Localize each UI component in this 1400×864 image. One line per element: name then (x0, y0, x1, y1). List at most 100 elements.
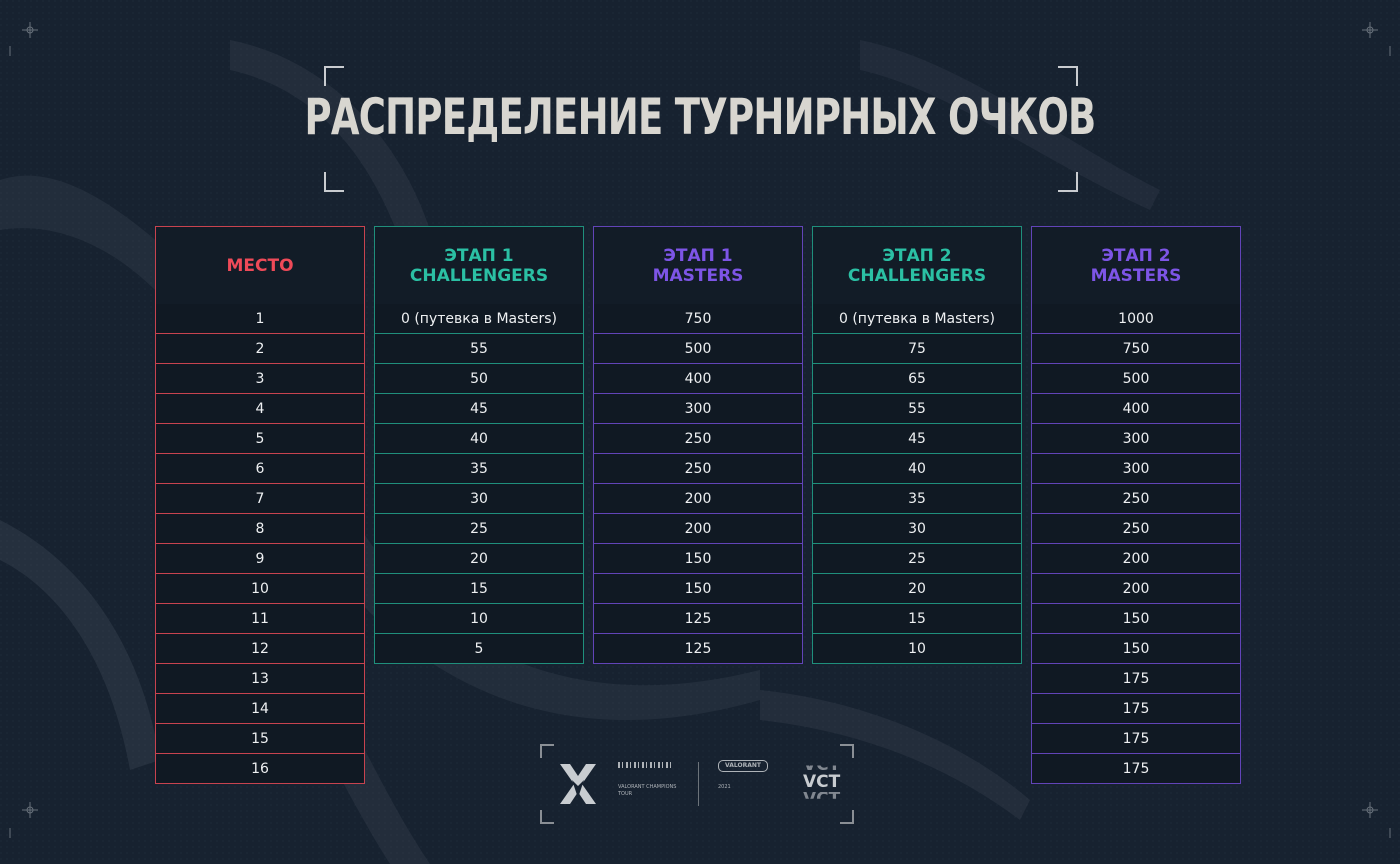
table-cell: 500 (1031, 364, 1241, 394)
table-cell: 750 (593, 304, 803, 334)
table-cell: 20 (374, 544, 584, 574)
table-cell: 20 (812, 574, 1022, 604)
table-cell: 125 (593, 604, 803, 634)
table-cell: 200 (1031, 574, 1241, 604)
table-cell: 40 (812, 454, 1022, 484)
page-title: РАСПРЕДЕЛЕНИЕ ТУРНИРНЫХ ОЧКОВ (304, 88, 1096, 146)
table-cell: 15 (374, 574, 584, 604)
place-column: МЕСТО 1 2 3 4 5 6 7 8 9 10 11 12 13 14 1… (155, 226, 365, 784)
stage1-masters-column: ЭТАП 1 MASTERS 750 500 400 300 250 250 2… (593, 226, 803, 664)
table-cell: 250 (1031, 514, 1241, 544)
table-cell: 8 (155, 514, 365, 544)
valorant-label: VALORANT (725, 762, 761, 769)
column-header-line2: MASTERS (652, 265, 744, 286)
table-cell: 0 (путевка в Masters) (374, 304, 584, 334)
column-header-line2: CHALLENGERS (847, 265, 987, 286)
table-cell: 7 (155, 484, 365, 514)
stage2-challengers-column: ЭТАП 2 CHALLENGERS 0 (путевка в Masters)… (812, 226, 1022, 664)
column-header: ЭТАП 2 CHALLENGERS (812, 226, 1022, 304)
valorant-badge: VALORANT (718, 760, 768, 772)
table-cell: 11 (155, 604, 365, 634)
table-cell: 2 (155, 334, 365, 364)
table-cell: 12 (155, 634, 365, 664)
table-cell: 55 (812, 394, 1022, 424)
table-cell: 0 (путевка в Masters) (812, 304, 1022, 334)
table-cell: 400 (593, 364, 803, 394)
table-cell: 35 (374, 454, 584, 484)
table-cell: 9 (155, 544, 365, 574)
table-cell: 250 (1031, 484, 1241, 514)
table-cell: 175 (1031, 724, 1241, 754)
logo-frame-corner (840, 744, 854, 758)
table-cell: 400 (1031, 394, 1241, 424)
table-cell: 1 (155, 304, 365, 334)
table-cell: 55 (374, 334, 584, 364)
table-cell: 75 (812, 334, 1022, 364)
table-cell: 65 (812, 364, 1022, 394)
vct-wordmark-mid: VCT (803, 772, 841, 792)
table-cell: 150 (1031, 604, 1241, 634)
footer-logos: VALORANT CHAMPIONS TOUR VALORANT 2021 VC… (540, 744, 854, 824)
table-cell: 175 (1031, 754, 1241, 784)
table-cell: 50 (374, 364, 584, 394)
column-header-line1: ЭТАП 2 (1101, 245, 1171, 266)
divider (698, 762, 699, 806)
title-frame-corner (324, 172, 344, 192)
table-cell: 300 (1031, 454, 1241, 484)
table-cell: 6 (155, 454, 365, 484)
table-cell: 300 (1031, 424, 1241, 454)
table-cell: 30 (374, 484, 584, 514)
table-cell: 500 (593, 334, 803, 364)
table-cell: 150 (593, 544, 803, 574)
year-label: 2021 (718, 784, 731, 790)
table-cell: 200 (1031, 544, 1241, 574)
title-frame-corner (1058, 66, 1078, 86)
table-cell: 250 (593, 424, 803, 454)
table-cell: 150 (1031, 634, 1241, 664)
barcode-graphic (618, 762, 674, 768)
table-cell: 30 (812, 514, 1022, 544)
table-cell: 16 (155, 754, 365, 784)
table-cell: 14 (155, 694, 365, 724)
table-cell: 5 (374, 634, 584, 664)
column-header-line1: ЭТАП 1 (663, 245, 733, 266)
logo-frame-corner (540, 810, 554, 824)
table-cell: 15 (155, 724, 365, 754)
table-cell: 175 (1031, 664, 1241, 694)
table-cell: 4 (155, 394, 365, 424)
column-header: ЭТАП 2 MASTERS (1031, 226, 1241, 304)
stage2-masters-column: ЭТАП 2 MASTERS 1000 750 500 400 300 300 … (1031, 226, 1241, 784)
table-cell: 25 (374, 514, 584, 544)
table-cell: 750 (1031, 334, 1241, 364)
table-cell: 200 (593, 484, 803, 514)
column-header-line1: МЕСТО (226, 255, 294, 276)
vct-wordmark-top: VCT (803, 755, 841, 775)
logo-frame-corner (840, 810, 854, 824)
column-header: ЭТАП 1 MASTERS (593, 226, 803, 304)
column-header-line1: ЭТАП 1 (444, 245, 514, 266)
table-cell: 35 (812, 484, 1022, 514)
column-header-line1: ЭТАП 2 (882, 245, 952, 266)
table-cell: 40 (374, 424, 584, 454)
column-header: ЭТАП 1 CHALLENGERS (374, 226, 584, 304)
stage1-challengers-column: ЭТАП 1 CHALLENGERS 0 (путевка в Masters)… (374, 226, 584, 664)
tour-label: VALORANT CHAMPIONS TOUR (618, 784, 677, 797)
table-cell: 5 (155, 424, 365, 454)
table-cell: 10 (812, 634, 1022, 664)
table-cell: 3 (155, 364, 365, 394)
logo-frame-corner (540, 744, 554, 758)
table-cell: 15 (812, 604, 1022, 634)
table-cell: 10 (155, 574, 365, 604)
table-cell: 45 (812, 424, 1022, 454)
column-header: МЕСТО (155, 226, 365, 304)
table-cell: 250 (593, 454, 803, 484)
column-header-line2: MASTERS (1090, 265, 1182, 286)
table-cell: 25 (812, 544, 1022, 574)
column-header-line2: CHALLENGERS (409, 265, 549, 286)
table-cell: 13 (155, 664, 365, 694)
table-cell: 10 (374, 604, 584, 634)
table-cell: 175 (1031, 694, 1241, 724)
title-frame-corner (1058, 172, 1078, 192)
table-cell: 200 (593, 514, 803, 544)
vct-logo-icon (560, 764, 596, 804)
